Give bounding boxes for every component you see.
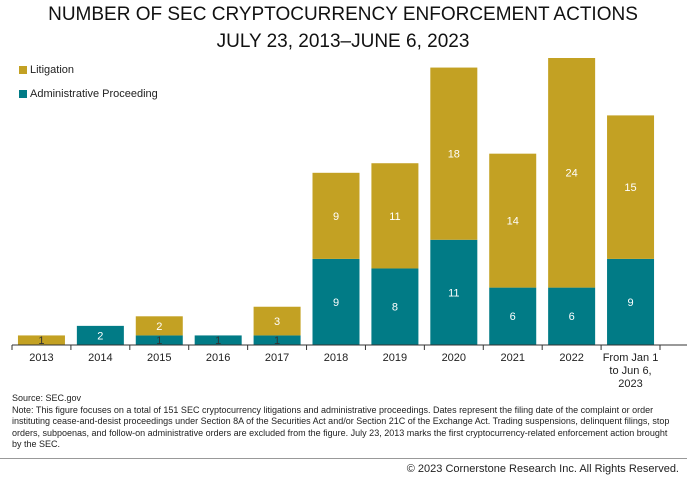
- data-label: 18: [448, 149, 460, 161]
- data-label: 24: [566, 168, 578, 180]
- data-label: 14: [507, 216, 519, 228]
- x-tick-label: 2017: [264, 352, 290, 364]
- data-label: 11: [448, 287, 459, 299]
- data-label: 9: [333, 297, 339, 309]
- data-label: 6: [569, 311, 575, 323]
- bar-segment: [430, 67, 478, 240]
- x-tick-label: 2016: [205, 352, 231, 364]
- divider: [0, 458, 687, 459]
- bar-segment: [489, 287, 537, 345]
- data-label: 15: [624, 182, 636, 194]
- source: Source: SEC.gov: [12, 393, 82, 403]
- data-label: 11: [389, 211, 400, 223]
- chart-subtitle: JULY 23, 2013–JUNE 6, 2023: [217, 31, 470, 52]
- legend-swatch: [19, 66, 27, 74]
- data-label: 2: [97, 330, 103, 342]
- data-label: 1: [215, 335, 221, 347]
- x-tick-label: 2015: [147, 352, 172, 364]
- data-label: 2: [156, 321, 162, 333]
- data-label: 1: [274, 335, 280, 347]
- bar-segment: [253, 335, 301, 345]
- bar-segment: [76, 325, 124, 345]
- bar-segment: [371, 163, 419, 269]
- legend-label: Administrative Proceeding: [30, 88, 158, 100]
- x-tick-label: 2019: [382, 352, 408, 364]
- bar-segment: [607, 115, 655, 259]
- legend-label: Litigation: [30, 64, 74, 76]
- x-tick-label: 2018: [323, 352, 349, 364]
- bar-segment: [135, 335, 183, 345]
- data-label: 1: [38, 335, 44, 347]
- data-label: 3: [274, 316, 280, 328]
- bar-segment: [489, 153, 537, 288]
- bar-segment: [312, 172, 360, 259]
- chart-title: NUMBER OF SEC CRYPTOCURRENCY ENFORCEMENT…: [48, 4, 638, 25]
- bar-segment: [312, 258, 360, 345]
- x-tick-label: From Jan 1 to Jun 6, 2023: [602, 352, 659, 390]
- bar-segment: [371, 268, 419, 345]
- bar-segment: [253, 306, 301, 336]
- bar-segment: [548, 287, 596, 345]
- bar-segment: [194, 335, 242, 345]
- bar-segment: [548, 58, 596, 288]
- notes: Source: SEC.gov Note: This figure focuse…: [12, 393, 677, 451]
- bar-segment: [17, 335, 65, 345]
- data-label: 9: [333, 211, 339, 223]
- data-label: 1: [156, 335, 162, 347]
- legend-swatch: [19, 90, 27, 98]
- copyright: © 2023 Cornerstone Research Inc. All Rig…: [406, 463, 679, 475]
- x-tick-label: 2020: [441, 352, 467, 364]
- note: Note: This figure focuses on a total of …: [12, 404, 670, 450]
- bar-segment: [430, 239, 478, 345]
- data-label: 6: [510, 311, 516, 323]
- x-tick-label: 2014: [88, 352, 113, 364]
- data-label: 8: [392, 302, 398, 314]
- data-label: 9: [627, 297, 633, 309]
- bar-segment: [607, 258, 655, 345]
- x-tick-label: 2021: [500, 352, 525, 364]
- x-tick-label: 2013: [29, 352, 54, 364]
- bar-segment: [135, 316, 183, 336]
- x-tick-label: 2022: [559, 352, 584, 364]
